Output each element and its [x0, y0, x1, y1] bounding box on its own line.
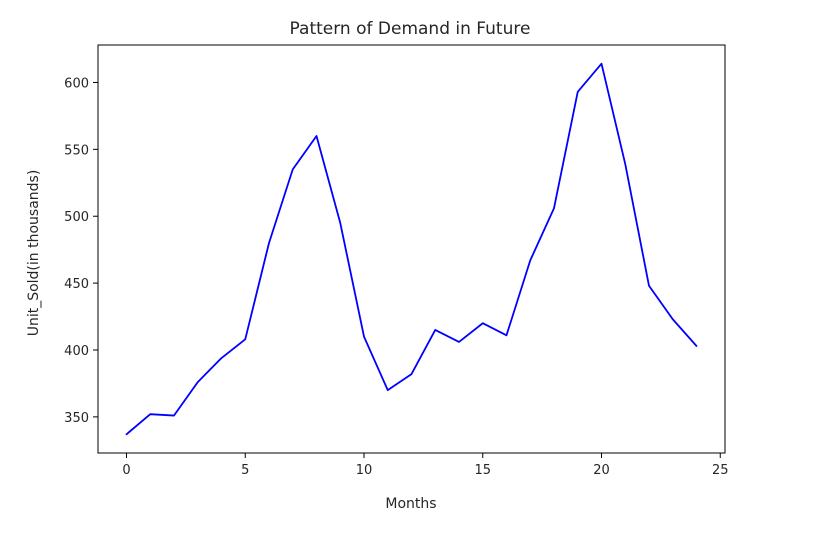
x-axis-title: Months	[385, 496, 436, 512]
x-axis: 0 5 10 15 20 25	[122, 453, 729, 478]
y-tick-label: 350	[64, 411, 89, 426]
y-tick-label: 550	[64, 143, 89, 158]
axes-frame	[97, 44, 726, 454]
y-tick-label: 500	[64, 210, 89, 225]
chart-title: Pattern of Demand in Future	[290, 19, 531, 39]
y-tick-label: 450	[64, 277, 89, 292]
series-line	[125, 62, 698, 436]
x-tick-label: 5	[241, 463, 249, 478]
plot-area	[125, 62, 698, 436]
y-axis: 350 400 450 500 550 600	[64, 76, 98, 426]
y-axis-title: Unit_Sold(in thousands)	[26, 170, 42, 337]
x-tick-label: 20	[593, 463, 610, 478]
x-tick-label: 10	[356, 463, 373, 478]
x-tick-label: 0	[122, 463, 130, 478]
x-tick-label: 25	[712, 463, 729, 478]
y-tick-label: 400	[64, 344, 89, 359]
x-tick-label: 15	[474, 463, 491, 478]
y-tick-label: 600	[64, 76, 89, 91]
